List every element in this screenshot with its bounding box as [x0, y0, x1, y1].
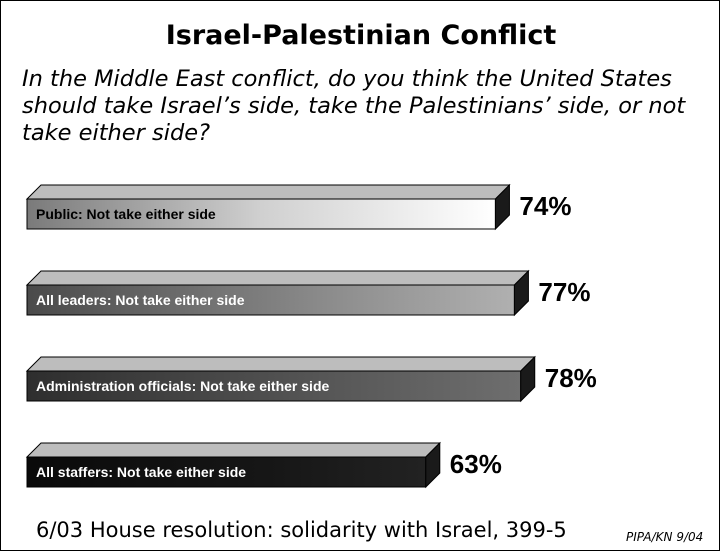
bar-top-face [25, 184, 511, 200]
footer-note: 6/03 House resolution: solidarity with I… [36, 518, 567, 542]
bar-group: Administration officials: Not take eithe… [25, 355, 597, 403]
bar-side-face [425, 441, 441, 489]
bar-value-label: 74% [519, 191, 571, 221]
bar-group: All staffers: Not take either side 63% [25, 441, 502, 489]
bar-top-face [25, 356, 536, 372]
bar-category-label: All staffers: Not take either side [36, 464, 246, 480]
chart-title: Israel-Palestinian Conflict [165, 20, 557, 51]
bar-category-label: All leaders: Not take either side [36, 292, 245, 308]
bar-group: Public: Not take either side 74% [25, 183, 571, 231]
bar-side-face [520, 355, 536, 403]
bar [26, 370, 522, 402]
bar-top-face [25, 270, 530, 286]
bar-top-face [25, 442, 441, 458]
bar-value-label: 77% [538, 277, 590, 307]
bar-category-label: Administration officials: Not take eithe… [36, 378, 329, 394]
bar-value-label: 78% [545, 363, 597, 393]
bar-group: All leaders: Not take either side 77% [25, 269, 590, 317]
bar [26, 198, 496, 230]
bar-category-label: Public: Not take either side [36, 206, 216, 222]
survey-question: In the Middle East conflict, do you thin… [22, 66, 686, 146]
source-label: PIPA/KN 9/04 [626, 530, 704, 544]
bar [26, 284, 515, 316]
bar-value-label: 63% [450, 449, 502, 479]
bar-side-face [513, 269, 529, 317]
bar-side-face [494, 183, 510, 231]
